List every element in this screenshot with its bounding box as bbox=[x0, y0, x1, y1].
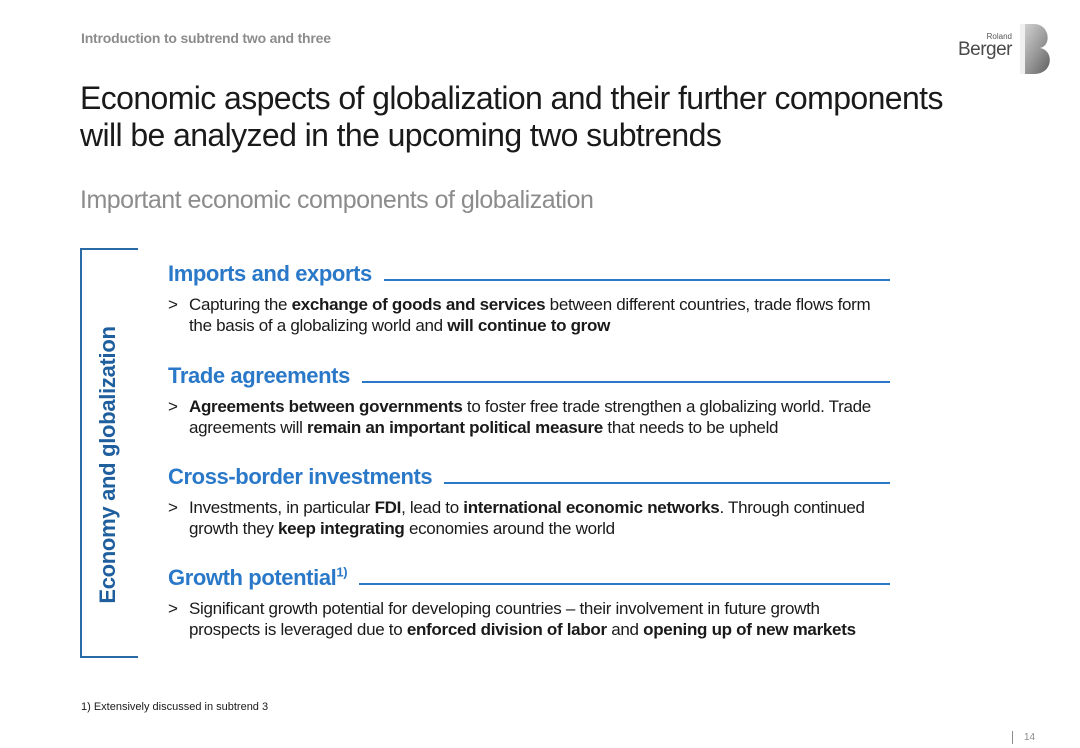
body-text-bold: keep integrating bbox=[278, 519, 405, 538]
page-title: Economic aspects of globalization and th… bbox=[80, 80, 980, 154]
section-title: Growth potential1) bbox=[168, 564, 348, 591]
bullet-arrow-icon: > bbox=[168, 599, 178, 618]
section: Imports and exports > Capturing the exchan… bbox=[168, 259, 890, 336]
roland-berger-b-icon bbox=[1020, 24, 1050, 74]
body-text-bold: exchange of goods and services bbox=[291, 295, 546, 314]
body-text: economies around the world bbox=[404, 519, 615, 538]
body-text: between different countries, trade flows… bbox=[189, 295, 871, 335]
footnote: 1) Extensively discussed in subtrend 3 bbox=[81, 701, 269, 713]
section-title: Cross-border investments bbox=[168, 464, 433, 490]
body-text: Capturing the bbox=[189, 295, 292, 314]
section-header: Cross-border investments bbox=[168, 462, 890, 492]
section-title-text: Imports and exports bbox=[168, 261, 372, 286]
section-bracket bbox=[80, 248, 138, 658]
section-body: > Capturing the exchange of goods and ser… bbox=[168, 294, 890, 336]
section-title: Trade agreements bbox=[168, 363, 350, 389]
body-text: Significant growth potential for develop… bbox=[189, 599, 820, 639]
bracket-label: Economy and globalization bbox=[95, 326, 120, 604]
section-body: > Investments, in particular FDI, lead to… bbox=[168, 497, 890, 539]
section-title-text: Cross-border investments bbox=[168, 464, 433, 489]
bullet-arrow-icon: > bbox=[168, 397, 178, 416]
section-title-text: Trade agreements bbox=[168, 363, 350, 388]
section-header: Growth potential1) bbox=[168, 563, 890, 593]
body-text-bold: FDI bbox=[374, 498, 402, 517]
section-header: Trade agreements bbox=[168, 361, 890, 391]
section: Growth potential1) > Significant growth po… bbox=[168, 563, 890, 640]
body-text-bold: opening up of new markets bbox=[643, 620, 856, 639]
section-title-text: Growth potential bbox=[168, 565, 337, 590]
section-body: > Agreements between governments to foste… bbox=[168, 396, 890, 438]
body-text-bold: international economic networks bbox=[463, 498, 720, 517]
body-text-bold: Agreements between governments bbox=[189, 397, 463, 416]
body-text-bold: will continue to grow bbox=[447, 316, 610, 335]
section-header: Imports and exports bbox=[168, 259, 890, 289]
section-body: > Significant growth potential for develo… bbox=[168, 598, 890, 640]
body-text: that needs to be upheld bbox=[602, 418, 779, 437]
body-text-bold: enforced division of labor bbox=[406, 620, 607, 639]
breadcrumb: Introduction to subtrend two and three bbox=[81, 30, 331, 46]
footnote-marker: 1) bbox=[336, 564, 348, 580]
section-divider-line bbox=[361, 381, 890, 383]
body-text: Investments, in particular bbox=[189, 498, 375, 517]
bullet-arrow-icon: > bbox=[168, 295, 178, 314]
page-title-line-1: Economic aspects of globalization and th… bbox=[80, 80, 943, 116]
section-divider-line bbox=[359, 583, 890, 585]
body-text: and bbox=[606, 620, 644, 639]
roland-berger-logo: Roland Berger bbox=[948, 20, 1058, 76]
page-number-divider bbox=[1012, 731, 1013, 744]
section-title: Imports and exports bbox=[168, 261, 372, 287]
section-divider-line bbox=[383, 279, 890, 281]
page-number: 14 bbox=[1024, 732, 1036, 743]
section-divider-line bbox=[444, 482, 890, 484]
body-text: . Through continued growth they bbox=[189, 498, 865, 538]
logo-small-text: Roland bbox=[986, 32, 1012, 41]
page-title-line-2: will be analyzed in the upcoming two sub… bbox=[80, 117, 722, 153]
body-text: to foster free trade strengthen a global… bbox=[189, 397, 871, 437]
logo-large-text: Berger bbox=[957, 39, 1013, 60]
body-text: , lead to bbox=[401, 498, 464, 517]
body-text-bold: remain an important political measure bbox=[307, 418, 603, 437]
page-subtitle: Important economic components of globali… bbox=[80, 186, 594, 214]
section: Cross-border investments > Investments, in… bbox=[168, 462, 890, 539]
section: Trade agreements > Agreements between gove… bbox=[168, 361, 890, 438]
bullet-arrow-icon: > bbox=[168, 498, 178, 517]
